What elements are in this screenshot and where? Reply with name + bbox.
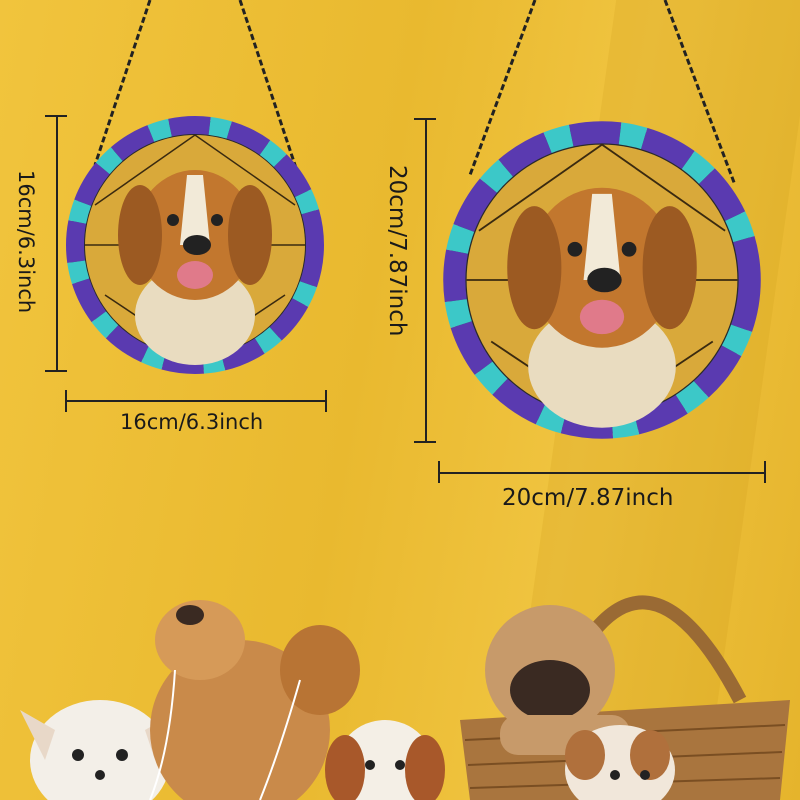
chain-large-left [468,0,537,176]
small-width-dimension-line [65,400,327,402]
large-height-label: 20cm/7.87inch [384,165,410,337]
small-height-label: 16cm/6.3inch [14,170,38,314]
chihuahua [20,700,180,800]
chain-small-right [238,0,302,181]
small-height-tick-top [45,115,67,117]
large-width-label: 20cm/7.87inch [502,485,674,511]
small-height-tick-bottom [45,370,67,372]
cavalier-puppy [325,720,445,800]
large-width-tick-right [764,461,766,483]
small-dog-suncatcher [66,116,324,374]
large-width-dimension-line [438,472,766,474]
small-width-label: 16cm/6.3inch [120,410,264,434]
chain-large-right [663,0,737,186]
large-height-tick-bottom [414,441,436,443]
large-dog-suncatcher [443,121,761,439]
large-height-tick-top [414,118,436,120]
chain-small-left [93,0,152,166]
small-width-tick-left [65,390,67,412]
golden-retriever-puppy [149,600,360,800]
small-height-dimension-line [56,115,58,372]
bulldog-puppy [565,725,675,800]
hanging-chains [93,0,737,186]
puppies-photo [20,595,790,800]
small-width-tick-right [325,390,327,412]
large-height-dimension-line [425,118,427,443]
large-width-tick-left [438,461,440,483]
